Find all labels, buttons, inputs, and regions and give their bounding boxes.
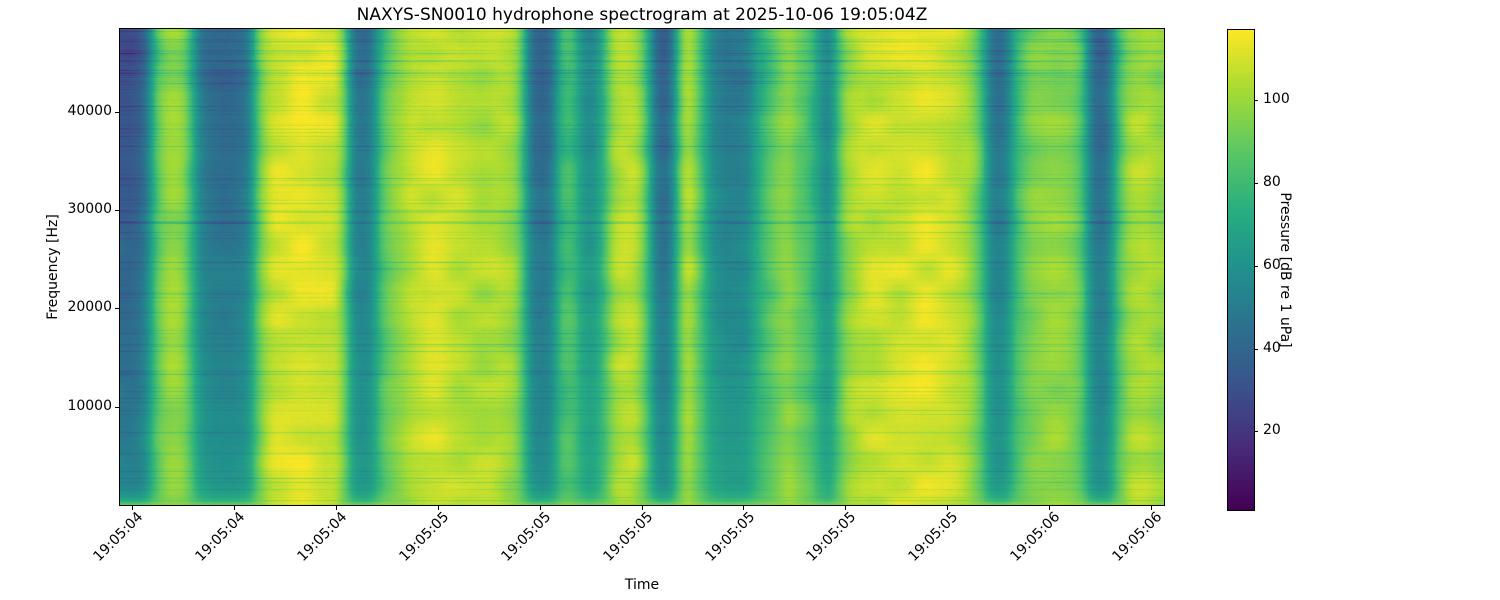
x-tick-label: 19:05:06 [1007, 509, 1064, 565]
x-tick-mark [437, 506, 439, 510]
x-tick-label: 19:05:05 [396, 509, 453, 565]
colorbar-tick-mark [1254, 431, 1258, 433]
colorbar-tick-mark [1254, 348, 1258, 350]
x-tick-label: 19:05:04 [192, 509, 249, 565]
y-tick-label: 30000 [67, 201, 112, 217]
colorbar-tick-mark [1254, 100, 1258, 102]
y-tick-mark [115, 406, 119, 408]
x-tick-mark [641, 506, 643, 510]
colorbar-tick-mark [1254, 183, 1258, 185]
x-tick-mark [947, 506, 949, 510]
y-axis-label: Frequency [Hz] [45, 214, 61, 320]
x-tick-mark [743, 506, 745, 510]
y-tick-mark [115, 210, 119, 211]
x-axis-label: Time [624, 577, 660, 593]
x-tick-label: 19:05:05 [905, 509, 962, 565]
chart-title: NAXYS-SN0010 hydrophone spectrogram at 2… [356, 5, 928, 25]
x-tick-label: 19:05:05 [701, 509, 758, 565]
colorbar-tick-label: 40 [1263, 339, 1281, 356]
x-tick-mark [1049, 506, 1051, 510]
x-tick-mark [335, 506, 337, 510]
x-tick-label: 19:05:06 [1109, 509, 1166, 565]
y-tick-mark [115, 111, 119, 113]
x-tick-label: 19:05:05 [498, 509, 554, 565]
colorbar-tick-label: 100 [1263, 91, 1290, 108]
y-tick-label: 40000 [67, 102, 112, 119]
x-tick-mark [539, 506, 541, 510]
y-tick-label: 10000 [67, 397, 112, 414]
x-tick-mark [845, 506, 847, 510]
x-tick-mark [233, 506, 235, 510]
x-tick-mark [1151, 506, 1152, 510]
spectrogram-heatmap [120, 29, 1164, 505]
x-tick-label: 19:05:05 [803, 509, 860, 565]
colorbar-gradient [1228, 30, 1254, 510]
x-tick-label: 19:05:04 [90, 509, 147, 565]
colorbar-label: Pressure [dB re 1 uPa] [1277, 192, 1293, 348]
colorbar-tick-label: 60 [1263, 256, 1281, 273]
colorbar-tick-mark [1254, 265, 1258, 267]
x-tick-mark [132, 506, 133, 510]
x-tick-label: 19:05:04 [294, 509, 351, 565]
colorbar-tick-label: 20 [1263, 422, 1281, 439]
y-tick-mark [115, 308, 119, 310]
colorbar-tick-label: 80 [1263, 174, 1281, 191]
x-tick-label: 19:05:05 [600, 509, 656, 565]
y-tick-label: 20000 [67, 299, 112, 316]
